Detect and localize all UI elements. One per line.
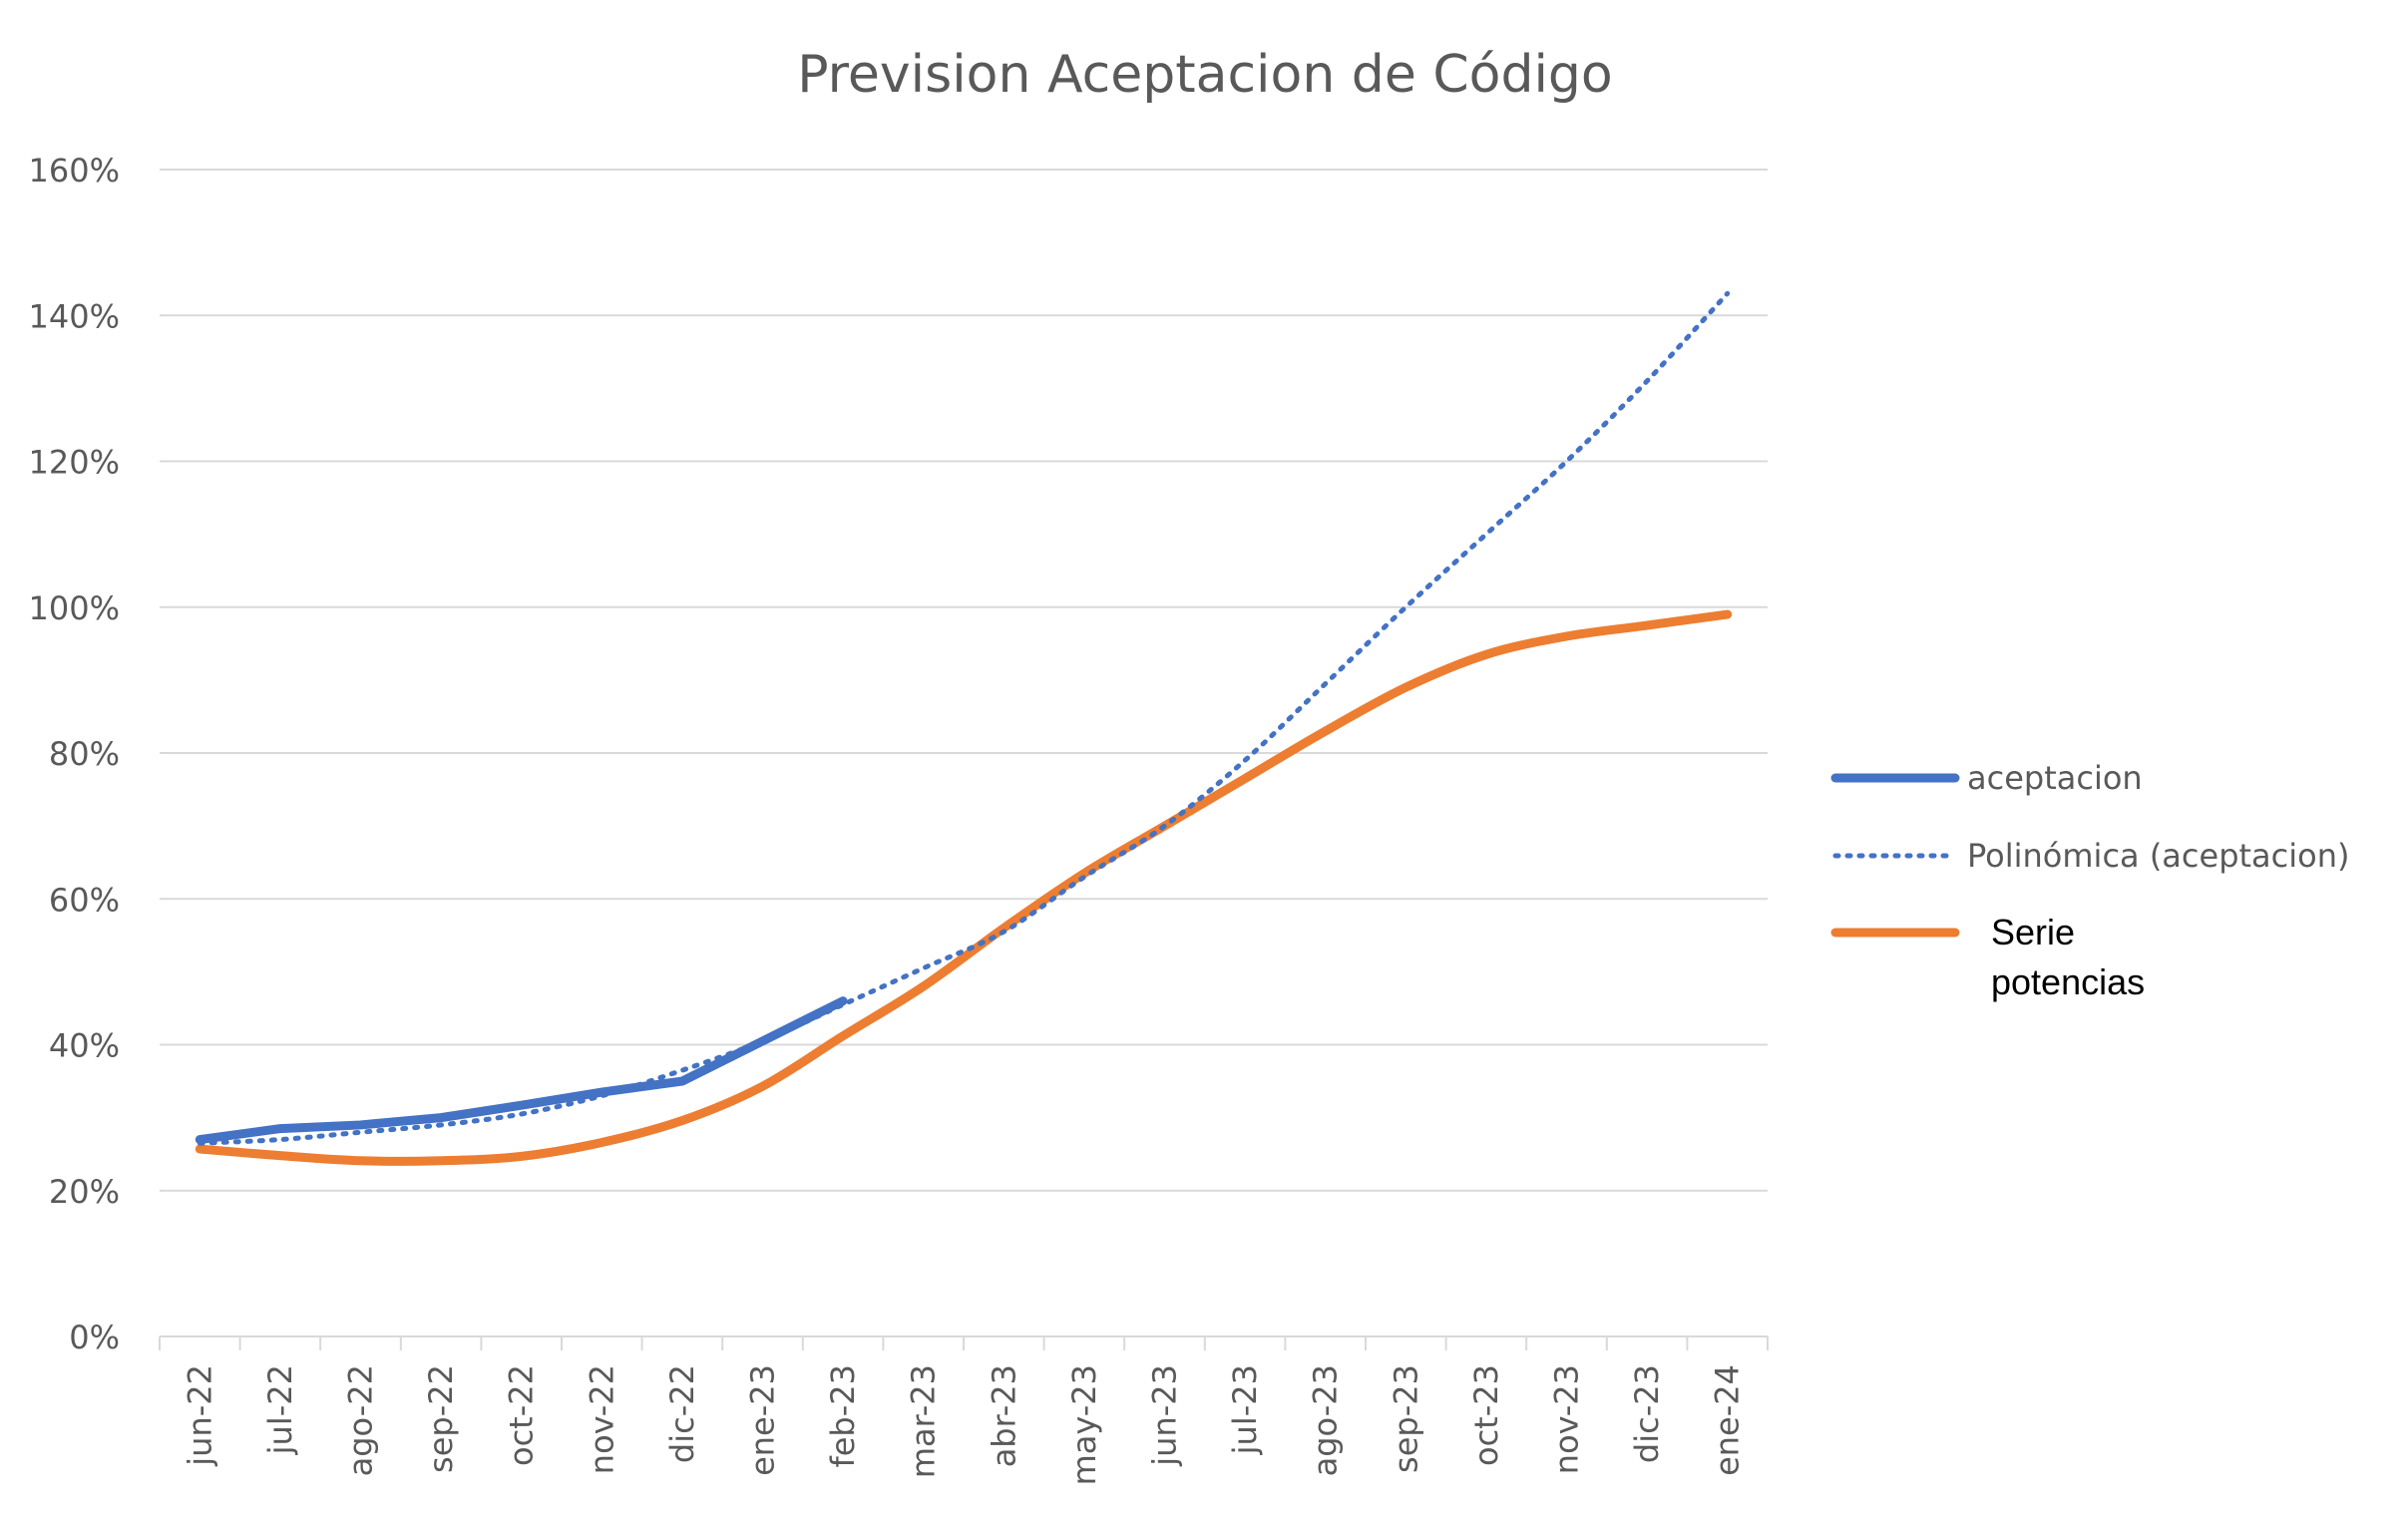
x-tick-label: oct-23 [1467,1364,1505,1466]
y-tick-label: 140% [29,297,120,335]
legend: aceptacion Polinómica (aceptacion) Serie po… [1830,759,2349,1002]
x-tick-label: sep-22 [422,1364,460,1473]
x-tick-label: jun-23 [1146,1364,1184,1467]
y-tick-label: 120% [29,444,120,482]
x-tick-label: ago-22 [342,1364,380,1476]
series-line-serie-potencias [195,609,1733,1166]
x-tick-label: dic-23 [1628,1364,1666,1463]
x-tick-label: mar-23 [905,1364,943,1478]
x-tick-label: may-23 [1065,1364,1103,1485]
y-tick-label: 0% [69,1319,120,1356]
y-tick-label: 60% [49,881,120,919]
x-tick-label: jun-22 [181,1364,218,1467]
x-tick-label: sep-23 [1387,1364,1424,1473]
x-tick-label: ene-24 [1709,1364,1747,1476]
x-tick-label: jul-22 [261,1364,299,1455]
x-tick-label: dic-22 [663,1364,701,1463]
legend-label: Polinómica (aceptacion) [1967,837,2349,875]
legend-label: aceptacion [1967,759,2143,797]
y-tick-label: 100% [29,589,120,627]
x-tick-label: ago-23 [1307,1364,1345,1476]
chart-title: Prevision Aceptacion de Código [797,45,1613,105]
x-tick-label: oct-22 [503,1364,541,1466]
y-tick-label: 20% [49,1173,120,1211]
x-tick-label: feb-23 [824,1364,862,1468]
gridlines [160,169,1768,1192]
series-line-aceptacion [195,996,848,1145]
y-tick-label: 80% [49,735,120,773]
x-tick-label: ene-23 [744,1364,782,1476]
axes: 0% 20% 40% 60% 80% 100% 120% 140% 160% jun-22 jul-… [29,152,1769,1485]
y-tick-label: 160% [29,152,120,189]
series-line-polin-mica-aceptacion [197,290,1731,1146]
series-lines [195,290,1733,1166]
x-tick-label: nov-22 [583,1364,620,1474]
x-tick-label: jul-23 [1226,1364,1264,1455]
legend-label: Serie potencias [1991,912,2145,1002]
legend-label-line: potencias [1991,961,2145,1002]
y-tick-label: 40% [49,1027,120,1065]
legend-label-line: Serie [1991,912,2075,952]
x-tick-label: nov-23 [1548,1364,1586,1474]
x-tick-label: abr-23 [985,1364,1022,1467]
